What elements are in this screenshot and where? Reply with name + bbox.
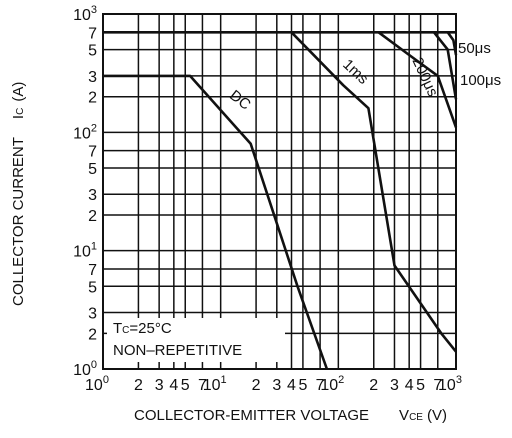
x-tick-label: 103 bbox=[438, 374, 462, 394]
y-tick-label: 3 bbox=[88, 69, 97, 86]
x-tick-label: 3 bbox=[155, 377, 164, 394]
curve-label-200us: 200μs bbox=[408, 55, 441, 99]
x-tick-label: 3 bbox=[390, 377, 399, 394]
grid bbox=[103, 14, 456, 369]
y-tick-label: 5 bbox=[88, 279, 97, 296]
y-axis-label: COLLECTOR CURRENTIC(A) bbox=[10, 82, 27, 306]
curve-label-1ms: 1ms bbox=[339, 56, 371, 88]
x-tick-label: 4 bbox=[405, 377, 414, 394]
y-tick-label: 101 bbox=[73, 241, 97, 261]
y-tick-label: 100 bbox=[73, 359, 97, 379]
annotation-temperature: TC=25°C bbox=[113, 320, 172, 337]
y-tick-label: 102 bbox=[73, 122, 97, 142]
curve-label-dc: DC bbox=[226, 87, 254, 114]
y-tick-label: 5 bbox=[88, 43, 97, 60]
series-line-0 bbox=[103, 74, 329, 370]
x-tick-label: 4 bbox=[287, 377, 296, 394]
series-line-2 bbox=[377, 31, 458, 128]
x-tick-label: 7 bbox=[198, 377, 207, 394]
x-tick-label: 5 bbox=[416, 377, 425, 394]
x-tick-label: 101 bbox=[203, 374, 227, 394]
x-tick-label: 100 bbox=[85, 374, 109, 394]
x-tick-label: 2 bbox=[252, 377, 261, 394]
curve-label-50us: 50μs bbox=[458, 40, 491, 57]
x-tick-label: 102 bbox=[320, 374, 344, 394]
y-tick-label: 2 bbox=[88, 208, 97, 225]
y-tick-label: 2 bbox=[88, 90, 97, 107]
curves bbox=[103, 31, 458, 370]
y-tick-label: 3 bbox=[88, 187, 97, 204]
x-tick-label: 5 bbox=[298, 377, 307, 394]
x-axis-label: COLLECTOR-EMITTER VOLTAGE VCE (V) bbox=[134, 407, 447, 424]
series-line-1 bbox=[290, 31, 458, 353]
x-tick-label: 4 bbox=[169, 377, 178, 394]
series-line-3 bbox=[432, 31, 458, 100]
x-tick-label: 2 bbox=[134, 377, 143, 394]
y-tick-label: 2 bbox=[88, 326, 97, 343]
x-tick-label: 2 bbox=[369, 377, 378, 394]
y-tick-label: 7 bbox=[88, 144, 97, 161]
x-tick-label: 3 bbox=[272, 377, 281, 394]
y-tick-label: 5 bbox=[88, 161, 97, 178]
y-tick-label: 3 bbox=[88, 306, 97, 323]
y-tick-label: 7 bbox=[88, 262, 97, 279]
y-tick-label: 7 bbox=[88, 25, 97, 42]
x-tick-label: 7 bbox=[316, 377, 325, 394]
x-tick-label: 5 bbox=[181, 377, 190, 394]
x-tick-label: 7 bbox=[433, 377, 442, 394]
plot-frame bbox=[102, 13, 457, 370]
annotation-non-repetitive: NON–REPETITIVE bbox=[113, 342, 242, 359]
curve-label-100us: 100μs bbox=[460, 72, 501, 89]
annotation-box bbox=[107, 318, 285, 362]
y-tick-label: 103 bbox=[73, 4, 97, 24]
series-line-4 bbox=[446, 31, 458, 56]
